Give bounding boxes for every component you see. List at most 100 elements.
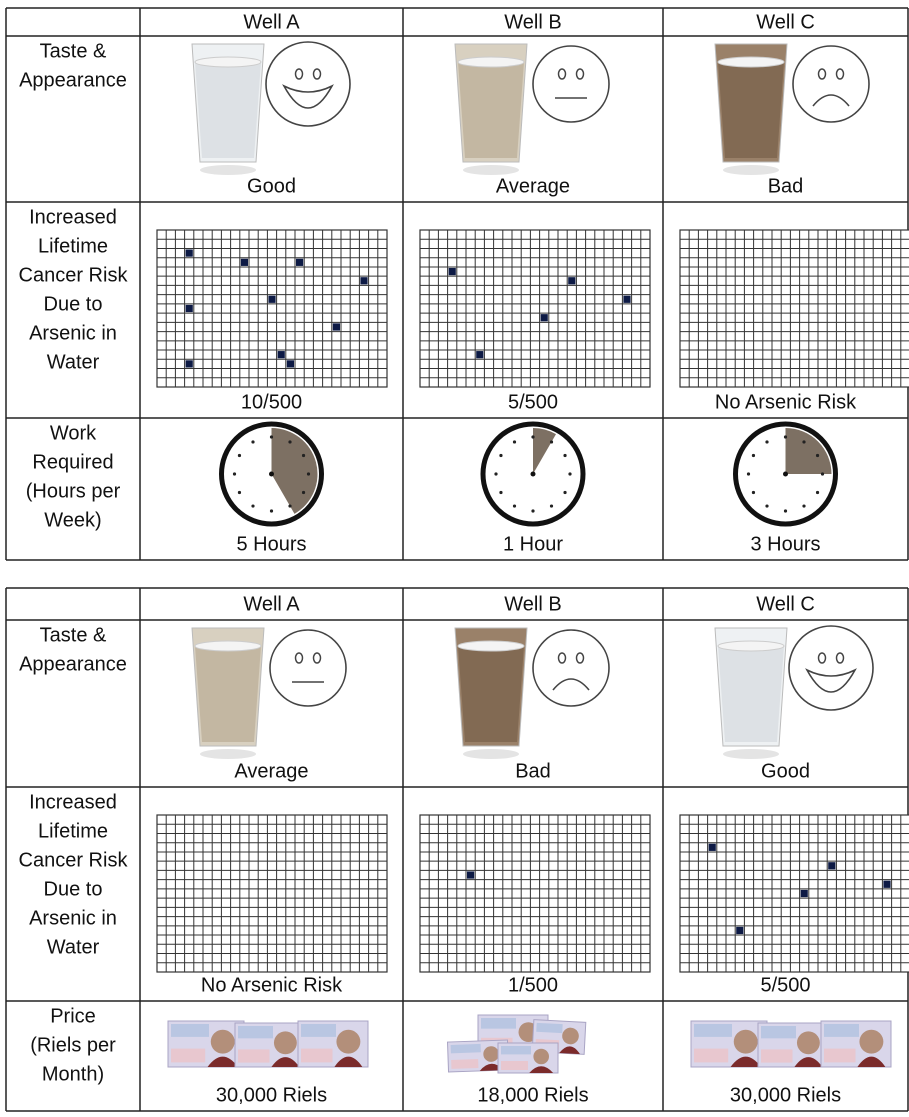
glass-rim (195, 641, 261, 651)
clock-center (783, 472, 788, 477)
row-label: Taste & (40, 624, 107, 646)
row-label: Arsenic in (29, 907, 117, 929)
cell-graphic (192, 628, 346, 759)
glass-reflection (463, 165, 519, 175)
glass-water (195, 62, 261, 158)
clock-tick (251, 504, 254, 507)
cell-caption: Good (761, 760, 810, 782)
cell-caption: 5/500 (760, 974, 810, 996)
row-label: Month) (42, 1063, 104, 1085)
face-outline (533, 630, 609, 706)
risk-grid-dot (736, 927, 743, 934)
column-header: Well B (504, 11, 561, 33)
clock-tick (270, 435, 273, 438)
clock-center (269, 472, 274, 477)
column-header: Well C (756, 593, 815, 615)
clock-tick (802, 504, 805, 507)
cell-graphic (192, 42, 350, 175)
banknote (821, 1021, 891, 1067)
clock-tick (238, 491, 241, 494)
banknote-band (238, 1049, 270, 1062)
risk-grid-frame (680, 815, 909, 972)
banknote-portrait (211, 1030, 235, 1054)
cell-caption: 5/500 (508, 391, 558, 413)
page: {"tables": [ {"headers": ["Well A", "Wel… (0, 0, 909, 1112)
cell-caption: Bad (768, 175, 804, 197)
clock-tick (513, 504, 516, 507)
document: Well AWell BWell CTaste &AppearanceGoodA… (0, 0, 909, 1112)
comparison-table: Well AWell BWell CTaste &AppearanceAvera… (6, 588, 909, 1111)
risk-grid-dot (333, 323, 340, 330)
clock-tick (307, 472, 310, 475)
glass-reflection (200, 749, 256, 759)
risk-grid-dot (186, 305, 193, 312)
cell-caption: 1 Hour (503, 533, 563, 555)
clock-tick (288, 440, 291, 443)
banknote-band (301, 1024, 336, 1037)
cell-graphic (447, 1015, 585, 1073)
banknote (498, 1043, 558, 1073)
cell-graphic (222, 424, 322, 524)
banknote-band (824, 1049, 856, 1063)
risk-grid-dot (828, 862, 835, 869)
clock-tick (270, 509, 273, 512)
cell-caption: Good (247, 175, 296, 197)
clock-tick (531, 509, 534, 512)
clock-tick (513, 440, 516, 443)
cell-graphic (168, 1021, 368, 1067)
banknote-portrait (336, 1030, 360, 1054)
banknote-band (451, 1044, 481, 1053)
face-outline (270, 630, 346, 706)
banknote-portrait (274, 1031, 297, 1054)
glass-rim (458, 641, 524, 651)
cell-graphic (715, 44, 869, 175)
clock-tick (821, 472, 824, 475)
column-header: Well A (243, 593, 300, 615)
row-label: (Riels per (30, 1034, 116, 1056)
clock-tick (747, 472, 750, 475)
row-label: Water (47, 936, 100, 958)
banknote-band (501, 1046, 531, 1054)
cell-graphic (680, 815, 909, 972)
row-label: Due to (44, 878, 103, 900)
cell-caption: 18,000 Riels (477, 1084, 588, 1106)
risk-grid-dot (186, 249, 193, 256)
clock-tick (288, 504, 291, 507)
clock-tick (251, 440, 254, 443)
cell-caption: Average (234, 760, 308, 782)
risk-grid-dot (801, 890, 808, 897)
clock-tick (765, 440, 768, 443)
risk-grid-frame (420, 230, 650, 387)
cell-graphic (691, 1021, 891, 1067)
clock-tick (499, 491, 502, 494)
clock-tick (784, 509, 787, 512)
row-label: Cancer Risk (19, 849, 129, 871)
risk-grid-dot (709, 844, 716, 851)
banknote-band (171, 1049, 205, 1063)
banknote-band (824, 1024, 859, 1037)
row-label: Lifetime (38, 235, 108, 257)
banknote-band (301, 1049, 333, 1063)
risk-grid-dot (360, 277, 367, 284)
clock-tick (816, 454, 819, 457)
risk-grid-dot (296, 259, 303, 266)
risk-grid-frame (680, 230, 909, 387)
face-outline (793, 46, 869, 122)
row-label: Week) (44, 509, 101, 531)
risk-grid-dot (241, 259, 248, 266)
banknote (168, 1021, 244, 1067)
cell-graphic (680, 230, 909, 387)
glass-reflection (200, 165, 256, 175)
clock-tick (550, 440, 553, 443)
clock-tick (784, 435, 787, 438)
cell-graphic (736, 424, 836, 524)
cell-caption: 5 Hours (236, 533, 306, 555)
column-header: Well C (756, 11, 815, 33)
risk-grid-dot (476, 351, 483, 358)
face-outline (789, 626, 873, 710)
row-label: Cancer Risk (19, 264, 129, 286)
clock-tick (563, 491, 566, 494)
face-outline (533, 46, 609, 122)
risk-grid-dot (278, 351, 285, 358)
banknote-band (481, 1018, 516, 1029)
